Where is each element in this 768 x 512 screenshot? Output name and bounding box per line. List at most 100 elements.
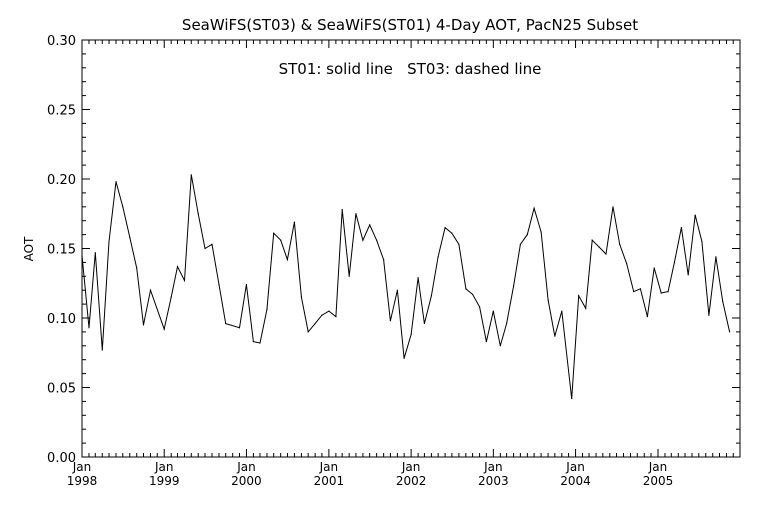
y-tick-label: 0.10 xyxy=(47,312,76,327)
data-point xyxy=(273,232,275,234)
x-tick-month-label: Jan xyxy=(72,460,92,474)
data-point xyxy=(492,310,494,312)
data-point xyxy=(335,316,337,318)
x-tick-year-label: 1999 xyxy=(149,474,180,488)
data-point xyxy=(444,227,446,229)
y-tick-label: 0.20 xyxy=(47,173,76,188)
data-point xyxy=(136,267,138,269)
data-point xyxy=(533,207,535,209)
chart-title: SeaWiFS(ST03) & SeaWiFS(ST01) 4-Day AOT,… xyxy=(182,16,638,34)
x-tick-month-label: Jan xyxy=(236,460,256,474)
data-point xyxy=(633,290,635,293)
data-point xyxy=(252,341,255,343)
data-point xyxy=(293,221,296,223)
x-tick-month-label: Jan xyxy=(319,460,339,474)
y-axis-label: AOT xyxy=(22,236,36,261)
data-point xyxy=(465,288,467,290)
data-point xyxy=(715,256,717,258)
data-point xyxy=(341,208,343,211)
data-point xyxy=(101,349,103,351)
data-point xyxy=(115,181,117,183)
x-tick-month-label: Jan xyxy=(483,460,503,474)
x-tick-month-label: Jan xyxy=(154,460,174,474)
y-tick-label: 0.15 xyxy=(47,243,76,258)
data-point xyxy=(122,206,124,208)
x-tick-month-label: Jan xyxy=(565,460,585,474)
data-point xyxy=(396,289,398,291)
data-point xyxy=(660,292,662,294)
data-point xyxy=(300,296,303,298)
data-point xyxy=(355,213,357,215)
x-axis-ticks: Jan1998Jan1999Jan2000Jan2001Jan2002Jan20… xyxy=(67,40,734,488)
data-point xyxy=(176,265,179,268)
data-point xyxy=(472,293,474,295)
x-tick-year-label: 1998 xyxy=(67,474,98,488)
data-point xyxy=(211,243,213,245)
data-point xyxy=(245,284,248,286)
data-point xyxy=(430,295,432,297)
data-point xyxy=(218,284,220,286)
line-style-note: ST01: solid line ST03: dashed line xyxy=(279,60,542,78)
data-point xyxy=(612,206,614,208)
data-point xyxy=(646,316,649,318)
data-point xyxy=(605,253,607,255)
data-point xyxy=(183,279,186,282)
data-point xyxy=(142,324,145,326)
data-point xyxy=(197,213,199,215)
y-tick-label: 0.25 xyxy=(47,104,76,119)
data-point xyxy=(701,240,703,243)
data-point xyxy=(238,327,241,329)
data-point xyxy=(376,239,378,241)
data-point xyxy=(280,239,282,241)
data-point xyxy=(578,295,580,297)
data-point xyxy=(687,274,689,276)
data-point xyxy=(149,289,152,291)
data-point xyxy=(639,288,642,290)
data-point xyxy=(591,239,593,241)
data-point xyxy=(653,267,655,269)
data-point xyxy=(451,232,453,234)
data-point xyxy=(190,174,192,176)
data-point xyxy=(369,224,371,226)
x-tick-year-label: 2003 xyxy=(478,474,509,488)
data-point xyxy=(626,263,628,265)
data-point xyxy=(328,310,330,312)
data-point xyxy=(585,307,587,309)
data-point xyxy=(478,306,481,308)
data-point xyxy=(619,243,621,245)
data-point xyxy=(314,322,316,325)
plot-frame xyxy=(81,39,741,458)
data-point xyxy=(286,259,289,261)
data-point xyxy=(561,310,563,312)
data-point xyxy=(389,320,391,322)
data-point xyxy=(598,246,600,248)
data-point xyxy=(554,335,556,337)
data-point xyxy=(403,357,405,359)
data-point xyxy=(163,328,165,330)
x-tick-month-label: Jan xyxy=(401,460,421,474)
data-point xyxy=(321,314,323,316)
x-tick-year-label: 2002 xyxy=(396,474,427,488)
data-point xyxy=(540,231,542,233)
data-point xyxy=(485,341,487,343)
data-point xyxy=(673,261,676,263)
data-point xyxy=(680,227,683,229)
data-point xyxy=(129,236,131,238)
data-point xyxy=(259,342,261,344)
data-point xyxy=(694,214,696,216)
data-point xyxy=(547,299,549,301)
data-point xyxy=(94,252,96,254)
series-group xyxy=(81,174,731,400)
data-point xyxy=(170,296,172,298)
x-tick-year-label: 2004 xyxy=(560,474,591,488)
data-point xyxy=(526,234,528,236)
series-line-st01 xyxy=(81,174,731,399)
data-point xyxy=(729,331,731,333)
data-point xyxy=(571,398,573,400)
y-tick-label: 0.30 xyxy=(47,34,76,49)
x-tick-year-label: 2005 xyxy=(643,474,674,488)
data-point xyxy=(499,345,501,347)
data-point xyxy=(266,309,268,311)
x-tick-year-label: 2001 xyxy=(314,474,345,488)
